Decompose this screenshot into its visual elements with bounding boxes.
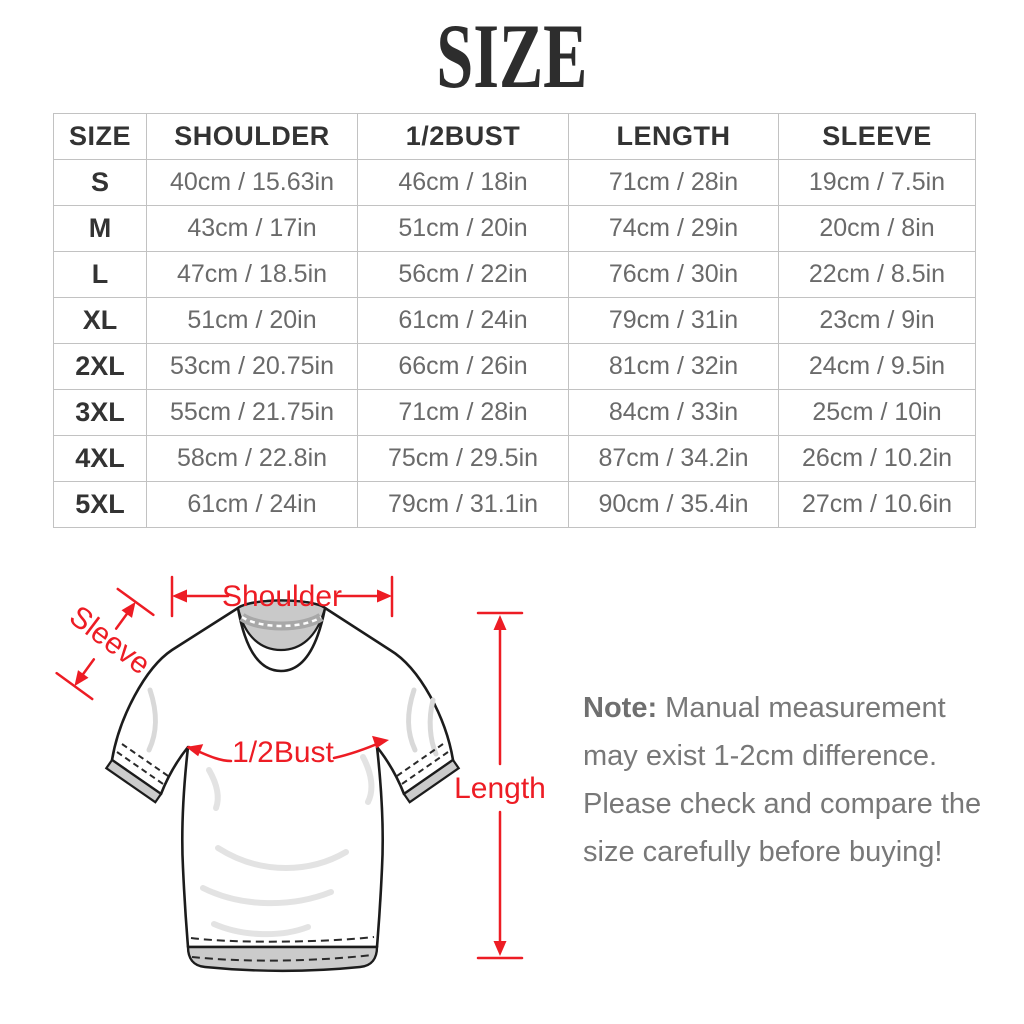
cell-length: 71cm / 28in bbox=[568, 159, 779, 206]
note-text: Manual measurement may exist 1-2cm diffe… bbox=[583, 692, 982, 868]
cell-sleeve: 20cm / 8in bbox=[778, 205, 976, 252]
cell-sleeve: 24cm / 9.5in bbox=[778, 343, 976, 390]
cell-size: 4XL bbox=[53, 435, 147, 482]
cell-bust: 75cm / 29.5in bbox=[357, 435, 569, 482]
cell-size: 5XL bbox=[53, 481, 147, 528]
header-sleeve: SLEEVE bbox=[778, 113, 976, 160]
bust-annotation: 1/2Bust bbox=[186, 735, 389, 769]
cell-sleeve: 19cm / 7.5in bbox=[778, 159, 976, 206]
measurement-note: Note: Manual measurement may exist 1-2cm… bbox=[583, 684, 995, 876]
cell-length: 87cm / 34.2in bbox=[568, 435, 779, 482]
cell-bust: 61cm / 24in bbox=[357, 297, 569, 344]
cell-shoulder: 53cm / 20.75in bbox=[146, 343, 358, 390]
table-header-row: SIZE SHOULDER 1/2BUST LENGTH SLEEVE bbox=[53, 113, 976, 160]
cell-shoulder: 55cm / 21.75in bbox=[146, 389, 358, 436]
cell-size: XL bbox=[53, 297, 147, 344]
header-size: SIZE bbox=[53, 113, 147, 160]
cell-shoulder: 51cm / 20in bbox=[146, 297, 358, 344]
shoulder-annotation: Shoulder bbox=[170, 575, 394, 618]
cell-sleeve: 27cm / 10.6in bbox=[778, 481, 976, 528]
hem-stitching bbox=[190, 936, 375, 962]
cell-bust: 51cm / 20in bbox=[357, 205, 569, 252]
cell-bust: 56cm / 22in bbox=[357, 251, 569, 298]
collar-rib-stitch bbox=[241, 615, 322, 628]
cell-bust: 79cm / 31.1in bbox=[357, 481, 569, 528]
table-row: M 43cm / 17in 51cm / 20in 74cm / 29in 20… bbox=[53, 205, 976, 252]
table-row: 3XL 55cm / 21.75in 71cm / 28in 84cm / 33… bbox=[53, 389, 976, 436]
tshirt-drawing bbox=[104, 599, 461, 972]
shoulder-label: Shoulder bbox=[222, 580, 342, 613]
table-row: S 40cm / 15.63in 46cm / 18in 71cm / 28in… bbox=[53, 159, 976, 206]
table-row: 2XL 53cm / 20.75in 66cm / 26in 81cm / 32… bbox=[53, 343, 976, 390]
cell-length: 90cm / 35.4in bbox=[568, 481, 779, 528]
cell-bust: 66cm / 26in bbox=[357, 343, 569, 390]
cell-length: 74cm / 29in bbox=[568, 205, 779, 252]
cell-bust: 71cm / 28in bbox=[357, 389, 569, 436]
cell-size: 3XL bbox=[53, 389, 147, 436]
header-bust: 1/2BUST bbox=[357, 113, 569, 160]
cell-sleeve: 25cm / 10in bbox=[778, 389, 976, 436]
cell-size: S bbox=[53, 159, 147, 206]
page-title: SIZE bbox=[436, 5, 588, 107]
length-label: Length bbox=[454, 772, 546, 805]
cell-size: M bbox=[53, 205, 147, 252]
table-row: 4XL 58cm / 22.8in 75cm / 29.5in 87cm / 3… bbox=[53, 435, 976, 482]
cell-length: 76cm / 30in bbox=[568, 251, 779, 298]
header-shoulder: SHOULDER bbox=[146, 113, 358, 160]
tshirt-measurement-diagram: Shoulder Sleeve 1/2Bus bbox=[55, 575, 546, 972]
cell-length: 84cm / 33in bbox=[568, 389, 779, 436]
header-length: LENGTH bbox=[568, 113, 779, 160]
cell-size: L bbox=[53, 251, 147, 298]
cell-size: 2XL bbox=[53, 343, 147, 390]
cell-shoulder: 58cm / 22.8in bbox=[146, 435, 358, 482]
hem-band bbox=[186, 945, 379, 972]
bust-label: 1/2Bust bbox=[232, 736, 334, 769]
cell-shoulder: 43cm / 17in bbox=[146, 205, 358, 252]
cell-shoulder: 61cm / 24in bbox=[146, 481, 358, 528]
cell-sleeve: 26cm / 10.2in bbox=[778, 435, 976, 482]
left-sleeve-band bbox=[104, 758, 163, 804]
note-label: Note: bbox=[583, 692, 658, 724]
cell-sleeve: 22cm / 8.5in bbox=[778, 251, 976, 298]
table-row: XL 51cm / 20in 61cm / 24in 79cm / 31in 2… bbox=[53, 297, 976, 344]
cell-shoulder: 40cm / 15.63in bbox=[146, 159, 358, 206]
size-table: SIZE SHOULDER 1/2BUST LENGTH SLEEVE S 40… bbox=[53, 113, 976, 528]
cell-shoulder: 47cm / 18.5in bbox=[146, 251, 358, 298]
cell-length: 81cm / 32in bbox=[568, 343, 779, 390]
wrinkle-shading bbox=[146, 687, 439, 938]
right-sleeve-band bbox=[402, 758, 461, 804]
cell-bust: 46cm / 18in bbox=[357, 159, 569, 206]
cell-length: 79cm / 31in bbox=[568, 297, 779, 344]
table-row: 5XL 61cm / 24in 79cm / 31.1in 90cm / 35.… bbox=[53, 481, 976, 528]
cell-sleeve: 23cm / 9in bbox=[778, 297, 976, 344]
sleeve-label: Sleeve bbox=[63, 600, 156, 682]
table-row: L 47cm / 18.5in 56cm / 22in 76cm / 30in … bbox=[53, 251, 976, 298]
length-annotation: Length bbox=[454, 611, 546, 960]
